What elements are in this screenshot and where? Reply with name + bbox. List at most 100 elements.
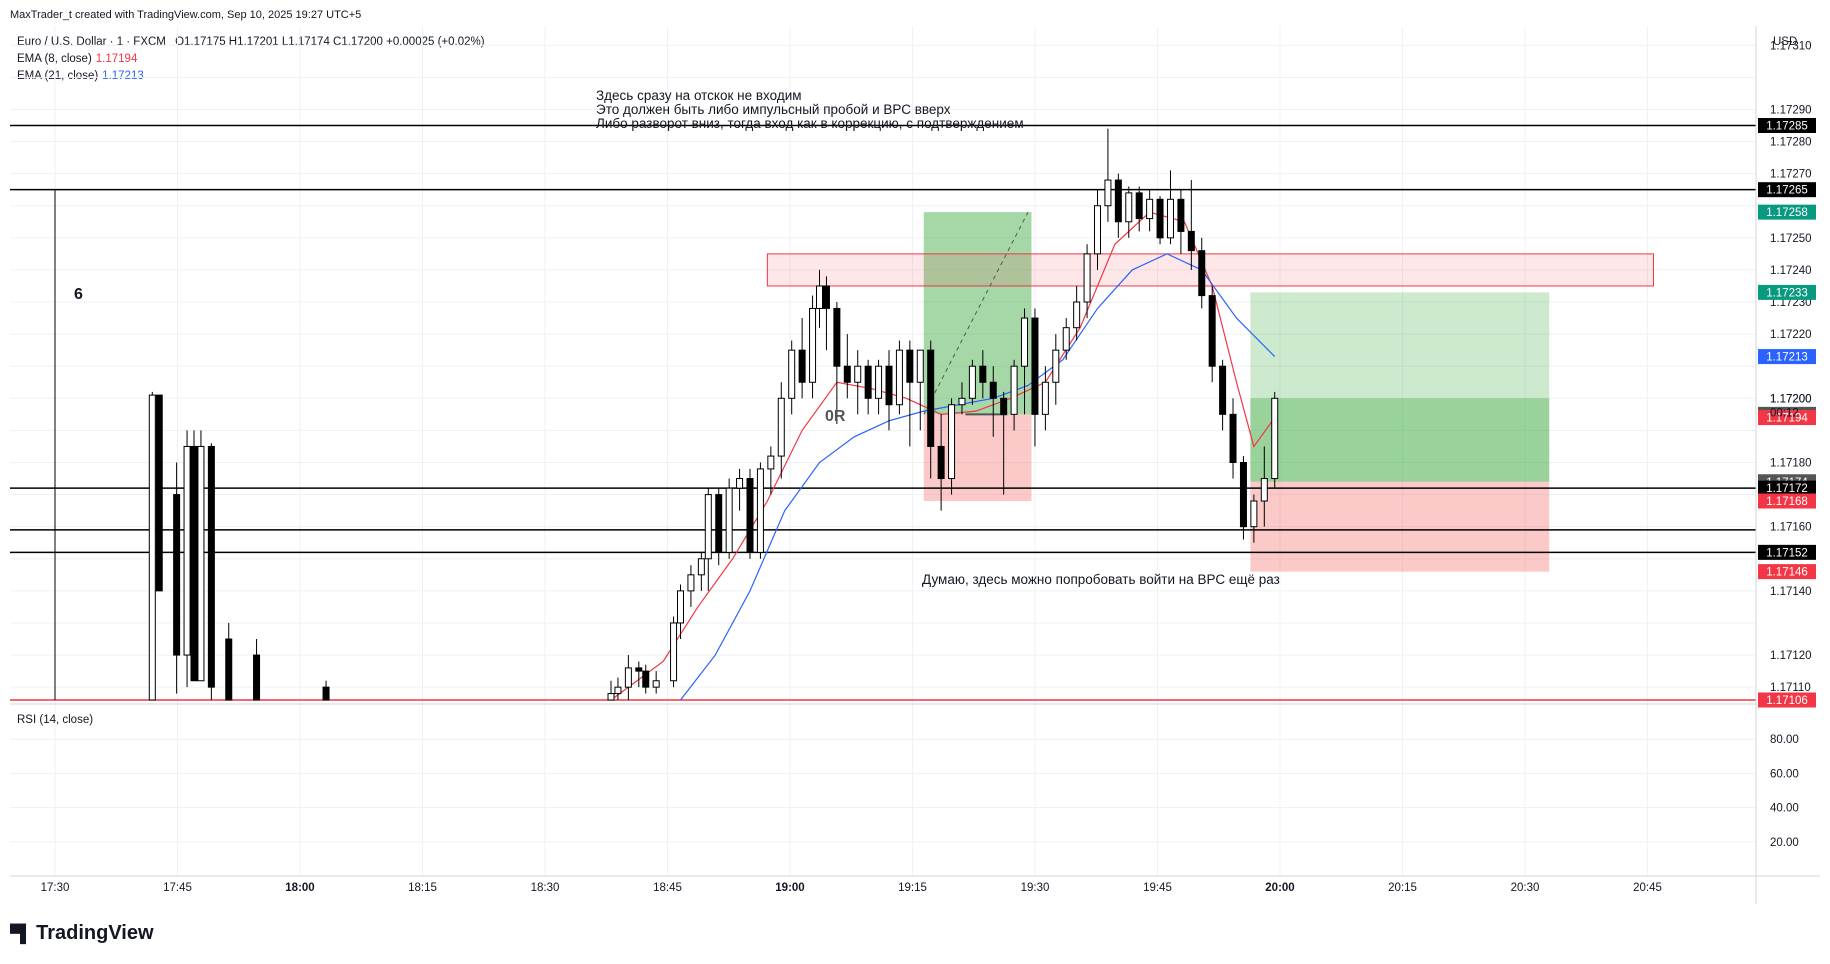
rsi-tick-label: 40.00 — [1770, 803, 1799, 815]
price-badge — [1758, 284, 1816, 300]
price-tick-label: 1.17220 — [1770, 329, 1812, 341]
candle-body — [1198, 250, 1206, 297]
candle-body — [173, 494, 181, 656]
rsi-legend[interactable]: RSI (14, close) — [17, 714, 94, 726]
candle-body — [822, 285, 830, 309]
candle-body — [767, 455, 775, 470]
profit-zone — [1250, 292, 1550, 482]
price-badges: 1.17285 1.17265 1.17258 1.17233 1.17213 1.171… — [1758, 117, 1816, 708]
candle-body — [1260, 478, 1268, 502]
candle-body — [948, 404, 956, 480]
candle-body — [1146, 198, 1154, 220]
candle-body — [155, 394, 163, 592]
candle-body — [809, 307, 817, 383]
price-badge-label: 1.17172 — [1766, 483, 1808, 495]
price-tick-label: 1.17290 — [1770, 104, 1812, 116]
candle-body — [607, 693, 615, 701]
candle-body — [1010, 365, 1018, 415]
candle-body — [1239, 461, 1247, 528]
price-tick-label: 1.17200 — [1770, 393, 1812, 405]
time-tick-label: 19:15 — [898, 882, 927, 894]
price-tick-label: 1.17270 — [1770, 169, 1812, 181]
candle-body — [1177, 198, 1185, 232]
ema8-legend[interactable]: EMA (8, close) 1.17194 — [17, 53, 137, 65]
rsi-tick-label: 20.00 — [1770, 837, 1799, 849]
price-tick-label: 1.17310 — [1770, 40, 1812, 52]
rsi-tick-label: 80.00 — [1770, 734, 1799, 746]
horizontal-levels — [10, 124, 1756, 701]
candle-body — [1250, 500, 1258, 528]
candle-body — [958, 397, 966, 406]
time-tick-label: 18:00 — [285, 882, 314, 894]
candle-body — [322, 686, 330, 701]
time-tick-label: 17:45 — [163, 882, 192, 894]
candle-body — [1104, 179, 1112, 207]
candle-body — [1187, 230, 1195, 252]
candle-body — [704, 494, 712, 560]
wave-label[interactable]: 6 — [74, 286, 83, 303]
time-tick-label: 20:45 — [1633, 882, 1662, 894]
candle-body — [1073, 301, 1081, 329]
candle-body — [670, 622, 678, 682]
time-tick-label: 18:45 — [653, 882, 682, 894]
candle-body — [1021, 317, 1029, 367]
candle-body — [1219, 365, 1227, 415]
chart-credit: MaxTrader_t created with TradingView.com… — [10, 9, 362, 21]
time-tick-label: 17:30 — [41, 882, 70, 894]
candle-body — [197, 445, 205, 682]
time-tick-label: 19:30 — [1021, 882, 1050, 894]
price-badge-label: 1.17168 — [1766, 496, 1808, 508]
rsi-tick-label: 60.00 — [1770, 768, 1799, 780]
price-badge — [1758, 564, 1816, 580]
candle-body — [736, 478, 744, 489]
price-badge — [1758, 117, 1816, 133]
logo-text: TradingView — [36, 922, 154, 944]
candle-body — [1166, 198, 1174, 239]
candle-body — [885, 365, 893, 406]
price-tick-label: 1.17180 — [1770, 457, 1812, 469]
price-badge — [1758, 493, 1816, 509]
candle-body — [1156, 198, 1164, 239]
currency-label[interactable]: USD — [1773, 36, 1798, 48]
price-badge — [1758, 480, 1816, 496]
candle-body — [833, 307, 841, 367]
price-badge-label: 1.17258 — [1766, 207, 1808, 219]
candle-body — [1052, 349, 1060, 383]
candle-body — [1229, 413, 1237, 463]
tradingview-logo-icon: ▀▌ — [10, 923, 32, 943]
price-badge-label: 1.17152 — [1766, 547, 1808, 559]
candle-body — [1041, 381, 1049, 415]
price-badge-label: 1.17194 — [1766, 413, 1808, 425]
time-tick-label: 18:15 — [408, 882, 437, 894]
candle-body — [788, 349, 796, 399]
ema21-legend[interactable]: EMA (21, close) 1.17213 — [17, 70, 144, 82]
loss-zone — [1250, 481, 1550, 572]
candle-body — [756, 468, 764, 553]
time-tick-label: 20:15 — [1388, 882, 1417, 894]
bottom-note[interactable]: Думаю, здесь можно попробовать войти на … — [922, 572, 1280, 587]
zero-r-label[interactable]: 0R — [825, 408, 846, 425]
countdown-label: 00:12 — [1770, 407, 1799, 419]
candle-body — [687, 574, 695, 592]
top-note[interactable]: Здесь сразу на отскок не входим Это долж… — [596, 89, 1024, 131]
price-badge-label: 1.17146 — [1766, 567, 1808, 579]
candle-body — [1031, 317, 1039, 415]
candle-body — [906, 349, 914, 383]
candle-body — [148, 394, 156, 701]
candle-body — [1083, 253, 1091, 303]
candle-body — [854, 365, 862, 383]
price-badge-label: 1.17106 — [1766, 695, 1808, 707]
price-tick-label: 1.17230 — [1770, 297, 1812, 309]
candle-body — [652, 680, 660, 688]
candle-body — [1062, 327, 1070, 351]
tradingview-logo[interactable]: ▀▌ TradingView — [10, 922, 154, 945]
candle-body — [968, 365, 976, 399]
ema8-label: EMA (8, close) — [17, 53, 92, 65]
price-tick-label: 1.17160 — [1770, 522, 1812, 534]
candles — [148, 128, 1279, 701]
price-badge-label: 1.17265 — [1766, 185, 1808, 197]
price-badge-label: 1.17213 — [1766, 352, 1808, 364]
candle-body — [1114, 179, 1122, 223]
profit-zone-filled — [1250, 398, 1550, 482]
